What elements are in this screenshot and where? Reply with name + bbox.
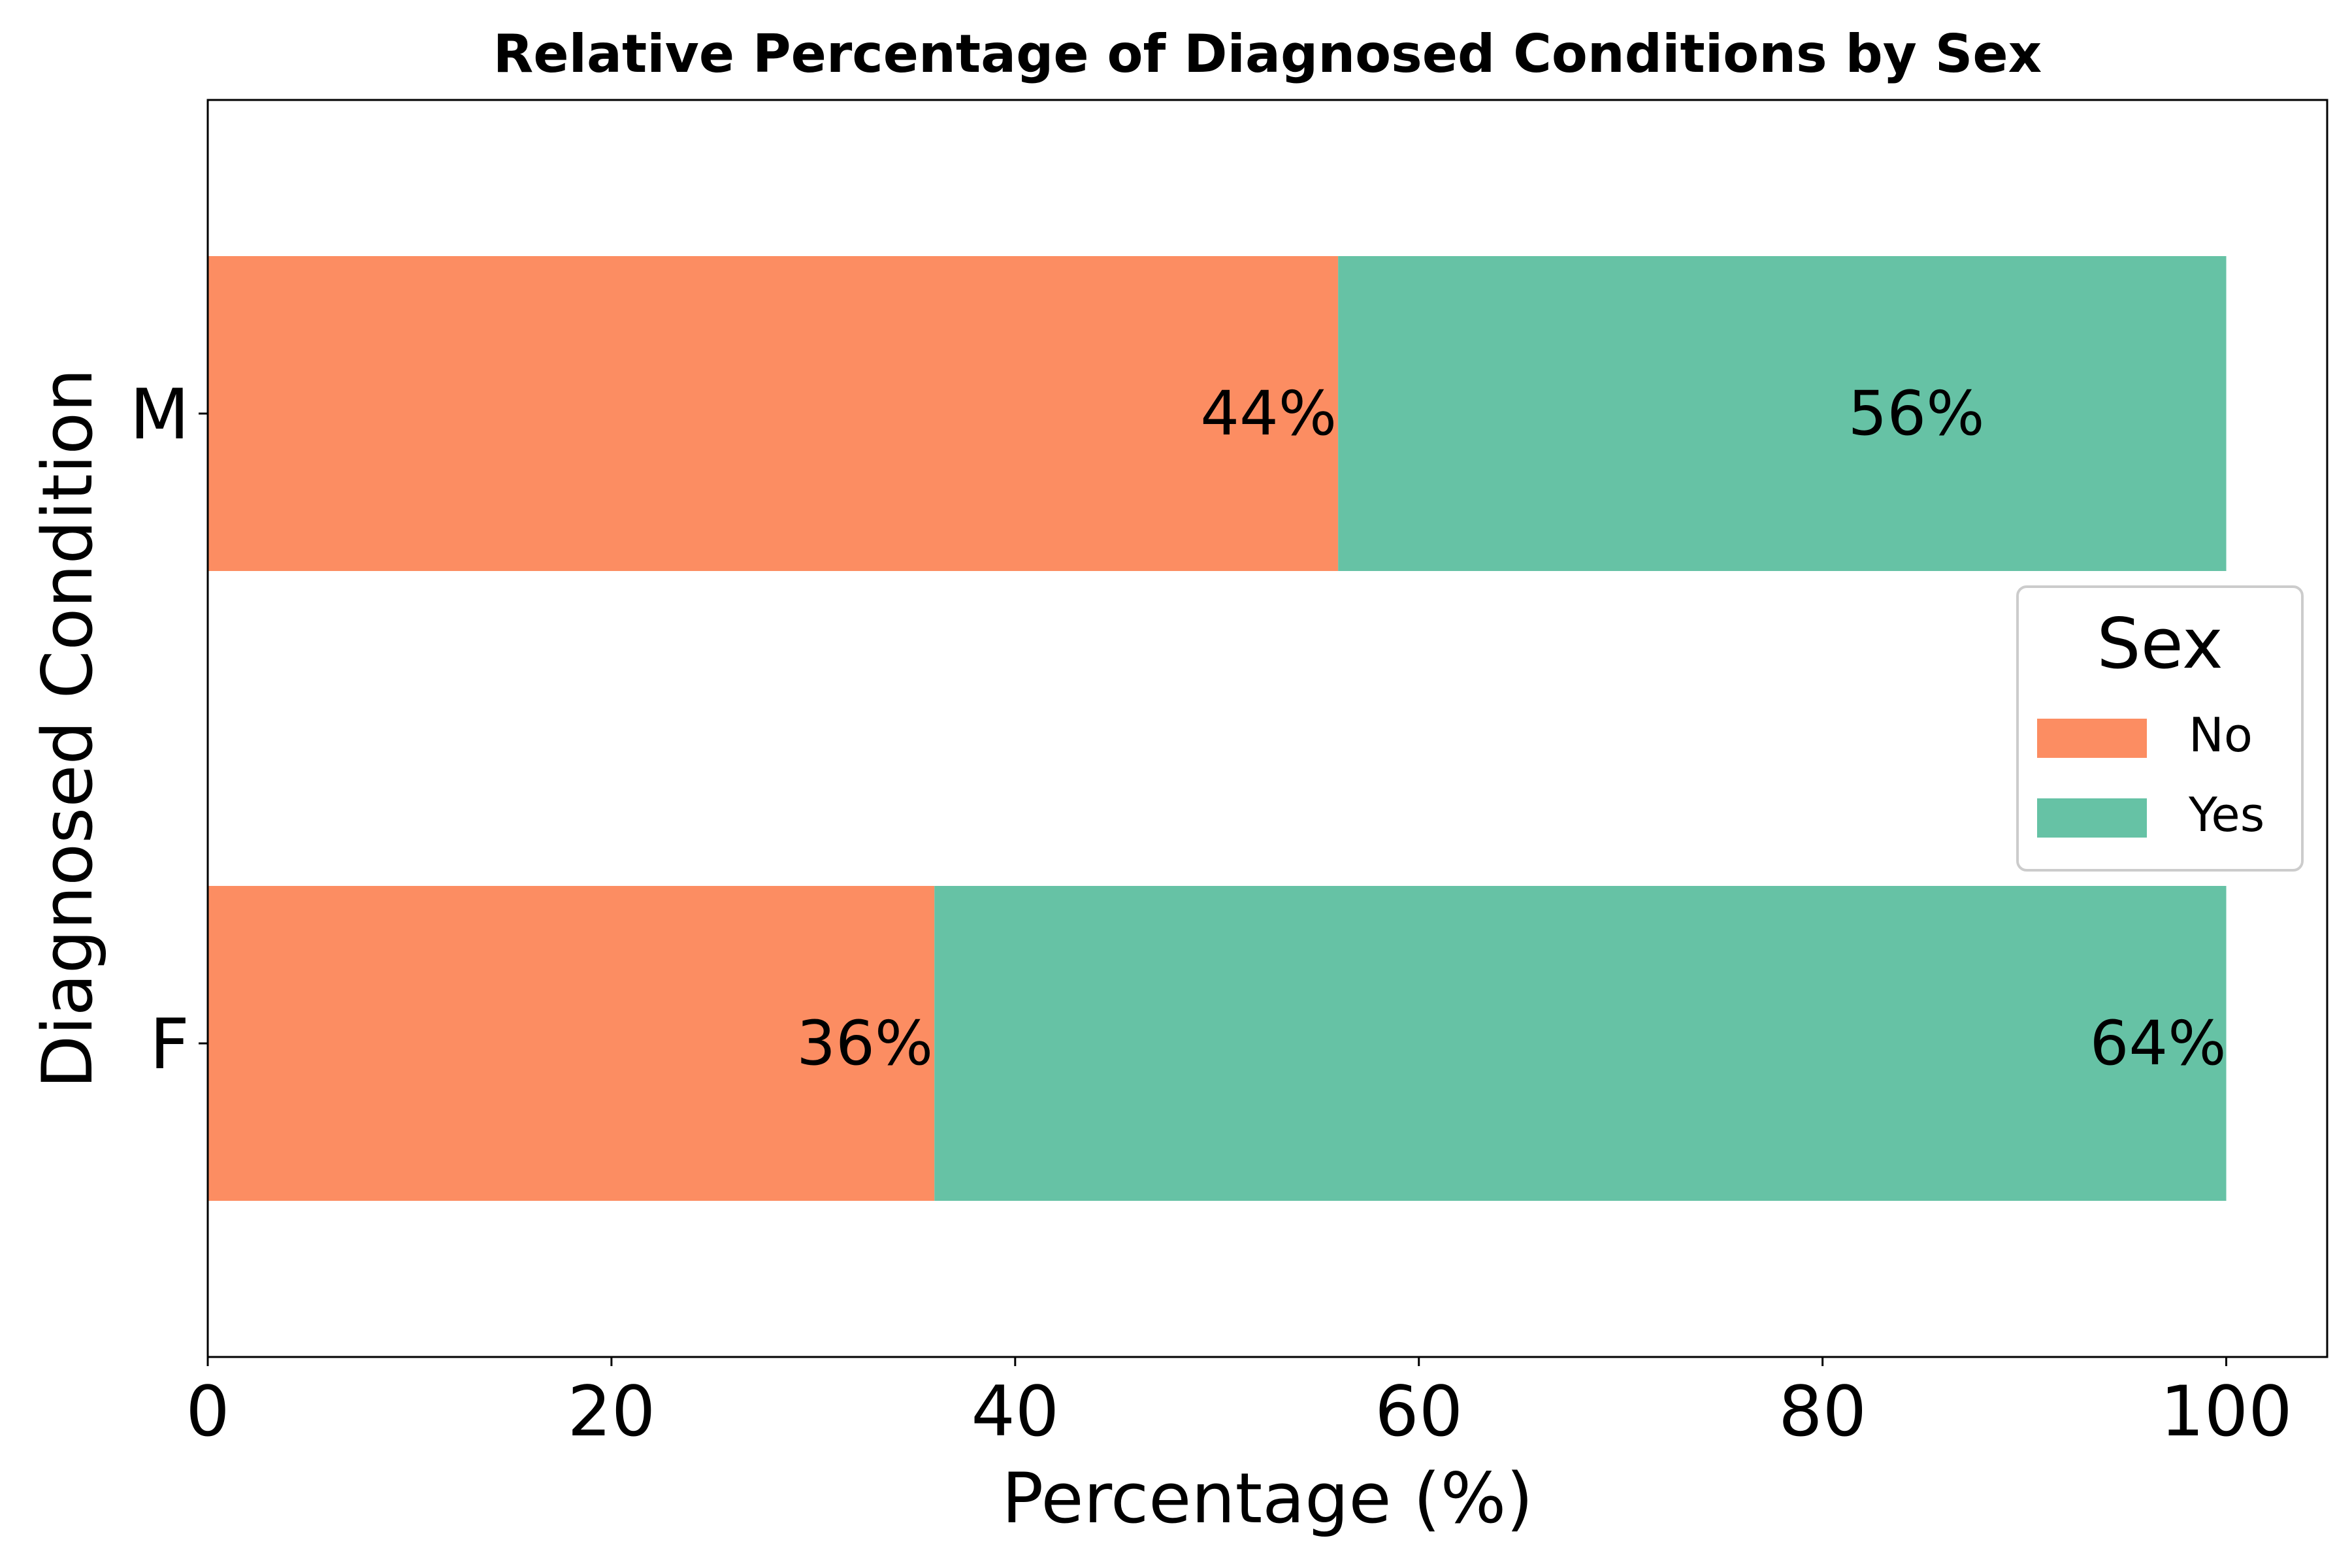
legend-swatch-yes	[2037, 798, 2147, 838]
y-tick-label: M	[130, 374, 189, 455]
x-axis-label: Percentage (%)	[1002, 1458, 1533, 1539]
bar-m-no	[208, 256, 1339, 571]
x-tick-label: 0	[186, 1371, 229, 1452]
data-label-f-no: 36%	[796, 1008, 933, 1079]
x-tick-label: 100	[2160, 1371, 2292, 1452]
data-label-m-no: 44%	[1200, 378, 1337, 449]
bar-labels-layer: 36% 64% 44% 56%	[796, 378, 2226, 1079]
bar-m-yes	[1338, 256, 2227, 571]
legend-label-no: No	[2189, 708, 2253, 762]
data-label-f-yes: 64%	[2090, 1008, 2227, 1079]
x-tick-label: 60	[1375, 1371, 1463, 1452]
bar-f-yes	[934, 886, 2227, 1201]
plot-frame	[206, 99, 2328, 1358]
legend: Sex No Yes	[2016, 585, 2304, 872]
legend-label-yes: Yes	[2188, 787, 2264, 842]
bars-layer	[208, 256, 2227, 1201]
bar-f-no	[208, 886, 935, 1201]
x-axis: 0 20 40 60 80 100	[186, 1357, 2293, 1452]
x-tick-label: 80	[1778, 1371, 1867, 1452]
legend-swatch-no	[2037, 719, 2147, 758]
chart-title: Relative Percentage of Diagnosed Conditi…	[493, 24, 2042, 84]
y-axis-label: Diagnosed Condition	[27, 368, 108, 1089]
y-axis: FM	[130, 374, 208, 1085]
x-tick-label: 20	[567, 1371, 655, 1452]
legend-title: Sex	[2097, 604, 2223, 684]
y-tick-label: F	[150, 1004, 189, 1085]
data-label-m-yes: 56%	[1848, 378, 1985, 449]
x-tick-label: 40	[971, 1371, 1059, 1452]
